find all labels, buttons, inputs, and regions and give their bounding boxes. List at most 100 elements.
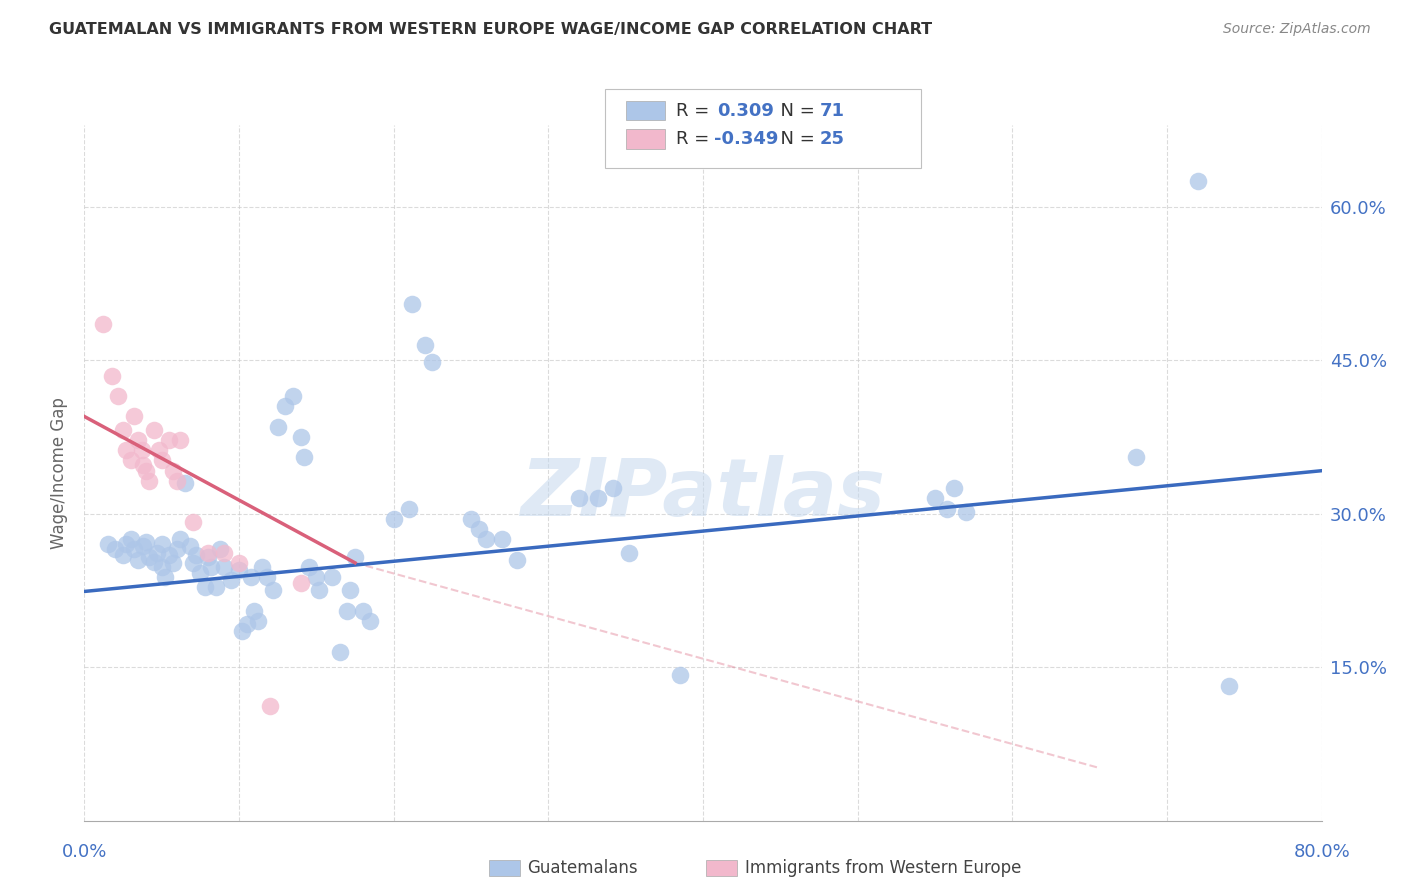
Point [169,433,191,447]
Text: Guatemalans: Guatemalans [527,859,638,877]
Point [197,545,219,559]
Point [200,560,222,574]
Text: -0.349: -0.349 [714,130,779,148]
Point [162,464,184,478]
Point [169,533,191,547]
Point [228,556,250,570]
Text: Source: ZipAtlas.com: Source: ZipAtlas.com [1223,22,1371,37]
Text: ZIPatlas: ZIPatlas [520,455,886,533]
Point [135,535,157,549]
Point [205,580,228,594]
Point [252,560,274,574]
Text: N =: N = [769,102,827,120]
Point [568,491,591,506]
Point [228,563,250,577]
Point [159,433,181,447]
Point [131,443,153,458]
Point [262,583,284,598]
Point [101,368,124,383]
Point [336,604,359,618]
Point [360,614,382,628]
Point [159,548,181,562]
Point [246,614,269,628]
Point [308,583,330,598]
Point [231,624,253,639]
Point [955,505,977,519]
Point [212,560,235,574]
Point [122,542,145,557]
Point [398,501,420,516]
Point [305,570,328,584]
Point [181,556,204,570]
Point [120,533,142,547]
Text: GUATEMALAN VS IMMIGRANTS FROM WESTERN EUROPE WAGE/INCOME GAP CORRELATION CHART: GUATEMALAN VS IMMIGRANTS FROM WESTERN EU… [49,22,932,37]
Point [197,549,219,564]
Point [274,399,297,413]
Text: R =: R = [676,102,721,120]
Point [194,580,217,594]
Point [122,409,145,424]
Text: 25: 25 [820,130,845,148]
Point [181,515,204,529]
Point [586,491,609,506]
Point [292,450,315,465]
Point [120,453,142,467]
Point [115,537,138,551]
Point [1125,450,1147,465]
Point [339,583,361,598]
Point [942,481,965,495]
Point [153,570,176,584]
Point [150,453,173,467]
Text: N =: N = [769,130,827,148]
Point [506,552,529,567]
Y-axis label: Wage/Income Gap: Wage/Income Gap [51,397,69,549]
Point [256,570,278,584]
Point [138,474,160,488]
Point [112,548,135,562]
Point [617,545,640,559]
Point [1218,679,1240,693]
Point [221,573,243,587]
Point [132,540,155,554]
Point [468,522,491,536]
Point [936,501,959,516]
Point [924,491,946,506]
Point [104,542,127,557]
Point [243,604,266,618]
Point [259,699,281,714]
Point [166,542,188,557]
Text: Immigrants from Western Europe: Immigrants from Western Europe [745,859,1022,877]
Point [240,570,263,584]
Point [352,604,374,618]
Point [179,540,201,554]
Point [298,560,321,574]
Point [107,389,129,403]
Point [283,389,305,403]
Point [188,566,212,580]
Point [128,433,150,447]
Text: 0.309: 0.309 [717,102,773,120]
Point [184,548,207,562]
Point [209,542,232,557]
Point [669,668,692,682]
Point [290,430,312,444]
Point [174,475,197,490]
Point [150,560,173,574]
Text: 80.0%: 80.0% [1294,843,1350,861]
Point [128,552,150,567]
Point [602,481,624,495]
Point [143,555,166,569]
Point [138,549,160,564]
Point [475,533,498,547]
Point [401,297,423,311]
Point [135,464,157,478]
Point [236,617,259,632]
Text: R =: R = [676,130,716,148]
Point [290,576,312,591]
Text: 0.0%: 0.0% [62,843,107,861]
Point [112,423,135,437]
Point [148,443,170,458]
Point [413,338,436,352]
Point [212,545,235,559]
Point [382,512,405,526]
